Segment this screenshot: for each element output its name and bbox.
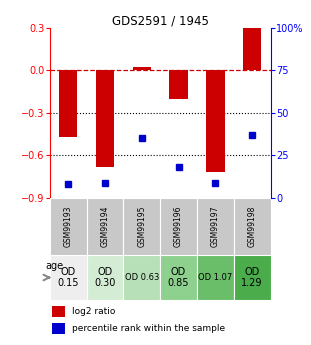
Bar	[86, 255, 123, 300]
Text: OD 1.07: OD 1.07	[198, 273, 233, 282]
Text: OD
1.29: OD 1.29	[241, 267, 263, 288]
Bar	[96, 70, 114, 167]
Bar	[234, 255, 271, 300]
Text: OD
0.30: OD 0.30	[94, 267, 116, 288]
Bar	[123, 198, 160, 255]
Bar	[197, 255, 234, 300]
Text: age: age	[45, 261, 63, 271]
Bar	[86, 198, 123, 255]
Text: GSM99197: GSM99197	[211, 206, 220, 247]
Text: GSM99193: GSM99193	[64, 206, 73, 247]
Bar	[169, 70, 188, 99]
Bar	[197, 198, 234, 255]
Bar	[243, 28, 261, 70]
Bar	[160, 198, 197, 255]
Text: percentile rank within the sample: percentile rank within the sample	[72, 324, 225, 333]
Text: GSM99198: GSM99198	[248, 206, 257, 247]
Bar	[206, 70, 225, 172]
Text: OD 0.63: OD 0.63	[125, 273, 159, 282]
Bar	[52, 323, 65, 334]
Title: GDS2591 / 1945: GDS2591 / 1945	[112, 14, 209, 28]
Bar	[234, 198, 271, 255]
Bar	[50, 198, 86, 255]
Bar	[52, 306, 65, 317]
Text: GSM99194: GSM99194	[100, 206, 109, 247]
Bar	[123, 255, 160, 300]
Text: GSM99196: GSM99196	[174, 206, 183, 247]
Text: OD
0.85: OD 0.85	[168, 267, 189, 288]
Text: log2 ratio: log2 ratio	[72, 307, 115, 316]
Bar	[132, 67, 151, 70]
Text: GSM99195: GSM99195	[137, 206, 146, 247]
Text: OD
0.15: OD 0.15	[58, 267, 79, 288]
Bar	[160, 255, 197, 300]
Bar	[59, 70, 77, 137]
Bar	[50, 255, 86, 300]
